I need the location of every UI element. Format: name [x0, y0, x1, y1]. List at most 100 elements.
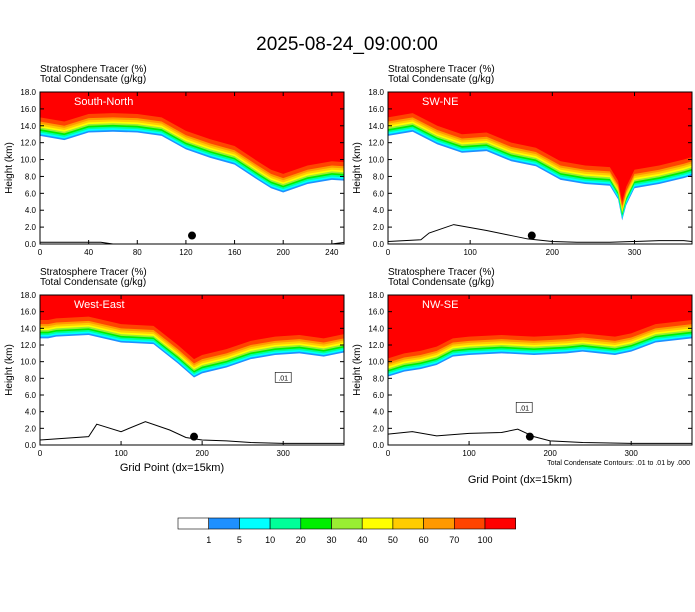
plot-area — [388, 295, 692, 445]
plot-area — [388, 92, 692, 244]
terrain-line — [388, 224, 692, 243]
y-axis-label: Height (km) — [4, 142, 15, 194]
y-tick-label: 18.0 — [20, 291, 36, 300]
y-tick-label: 8.0 — [25, 374, 37, 383]
x-tick-label: 200 — [277, 248, 291, 257]
y-tick-label: 12.0 — [368, 139, 384, 148]
terrain-line — [40, 241, 344, 244]
y-tick-label: 4.0 — [373, 206, 385, 215]
y-tick-label: 0.0 — [373, 240, 385, 249]
x-tick-label: 0 — [38, 449, 43, 458]
y-tick-label: 0.0 — [373, 441, 385, 450]
y-tick-label: 10.0 — [20, 156, 36, 165]
y-tick-label: 10.0 — [368, 358, 384, 367]
y-axis-label: Height (km) — [352, 142, 363, 194]
colorbar-swatch — [331, 517, 363, 530]
tracer-band — [388, 295, 692, 359]
panel-header-line: Total Condensate (g/kg) — [40, 277, 146, 288]
x-tick-label: 300 — [625, 449, 639, 458]
y-tick-label: 16.0 — [368, 308, 384, 317]
location-marker — [525, 432, 534, 441]
x-tick-label: 200 — [543, 449, 557, 458]
y-tick-label: 12.0 — [368, 341, 384, 350]
colorbar-swatch — [177, 517, 210, 530]
colorbar-label: 60 — [419, 535, 429, 545]
y-tick-label: 12.0 — [20, 341, 36, 350]
y-tick-label: 18.0 — [20, 88, 36, 97]
y-tick-label: 16.0 — [20, 105, 36, 114]
panel-south-north: Stratosphere Tracer (%)Total Condensate … — [4, 64, 345, 257]
plot-area — [40, 295, 344, 445]
contour-label: .01 — [519, 405, 529, 412]
panel-header-line: Stratosphere Tracer (%) — [40, 64, 147, 75]
tracer-band — [388, 92, 692, 202]
y-tick-label: 14.0 — [20, 122, 36, 131]
location-marker — [190, 432, 199, 441]
panel-header-line: Stratosphere Tracer (%) — [388, 267, 495, 278]
panel-name: West-East — [74, 299, 125, 311]
contour-label: .01 — [278, 375, 288, 382]
y-tick-label: 6.0 — [373, 189, 385, 198]
y-tick-label: 0.0 — [25, 441, 37, 450]
y-tick-label: 14.0 — [368, 122, 384, 131]
panel-name: NW-SE — [422, 299, 458, 311]
contour-label-box — [515, 402, 533, 413]
y-tick-label: 2.0 — [373, 223, 385, 232]
plot-frame — [387, 294, 693, 446]
y-tick-label: 16.0 — [20, 308, 36, 317]
colorbar-swatch — [423, 517, 455, 530]
colorbar-label: 50 — [388, 535, 398, 545]
x-tick-label: 100 — [462, 449, 476, 458]
panel-sw-ne: Stratosphere Tracer (%)Total Condensate … — [352, 64, 693, 257]
y-tick-label: 2.0 — [25, 424, 37, 433]
y-axis-label: Height (km) — [4, 344, 15, 396]
y-tick-label: 18.0 — [368, 88, 384, 97]
y-tick-label: 14.0 — [20, 324, 36, 333]
colorbar-label: 5 — [237, 535, 242, 545]
x-tick-label: 80 — [133, 248, 142, 257]
panel-name: SW-NE — [422, 96, 458, 108]
panel-header-line: Stratosphere Tracer (%) — [388, 64, 495, 75]
y-tick-label: 18.0 — [368, 291, 384, 300]
y-tick-label: 4.0 — [25, 206, 37, 215]
y-tick-label: 6.0 — [373, 391, 385, 400]
y-tick-label: 6.0 — [25, 189, 37, 198]
y-tick-label: 2.0 — [25, 223, 37, 232]
x-tick-label: 100 — [463, 248, 477, 257]
terrain-line — [388, 428, 692, 444]
y-tick-label: 16.0 — [368, 105, 384, 114]
plot-frame — [39, 91, 345, 245]
y-tick-label: 14.0 — [368, 324, 384, 333]
colorbar-swatch — [239, 517, 271, 530]
y-tick-label: 4.0 — [25, 408, 37, 417]
panel-nw-se: Stratosphere Tracer (%) Total Condensate … — [352, 267, 693, 486]
colorbar-label: 40 — [357, 535, 367, 545]
x-tick-label: 300 — [277, 449, 291, 458]
colorbar-swatch — [361, 517, 394, 530]
y-axis-label: Height (km) — [352, 344, 363, 396]
panel-west-east: Stratosphere Tracer (%)Total Condensate … — [4, 267, 345, 474]
x-tick-label: 160 — [228, 248, 242, 257]
y-tick-label: 8.0 — [25, 172, 37, 181]
tracer-band — [40, 92, 344, 174]
contour-note: Total Condensate Contours: .01 to .01 by… — [547, 460, 690, 467]
colorbar-swatch — [269, 517, 302, 530]
tracer-band — [40, 295, 344, 360]
y-tick-label: 0.0 — [25, 240, 37, 249]
colorbar-swatch — [208, 517, 240, 530]
colorbar-swatch — [453, 517, 486, 530]
x-tick-label: 300 — [628, 248, 642, 257]
colorbar: 1 5 10 20 30 40 50 60 70 100 — [177, 517, 517, 545]
colorbar-label: 100 — [477, 535, 492, 545]
colorbar-swatch — [484, 517, 517, 530]
panel-header-line: Total Condensate (g/kg) — [40, 74, 146, 85]
plot-area — [40, 92, 344, 244]
colorbar-label: 70 — [449, 535, 459, 545]
y-tick-label: 4.0 — [373, 408, 385, 417]
x-tick-label: 200 — [195, 449, 209, 458]
location-marker — [188, 231, 196, 240]
x-axis-label: Grid Point (dx=15km) — [120, 462, 224, 474]
x-tick-label: 0 — [386, 248, 391, 257]
location-marker — [527, 231, 536, 240]
